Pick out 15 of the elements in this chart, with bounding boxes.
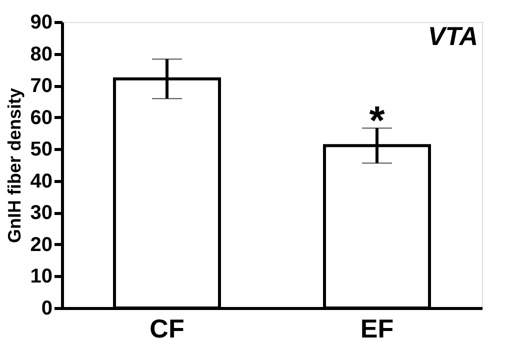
x-tick-label: CF: [150, 314, 184, 342]
annotation: *: [369, 99, 386, 144]
y-tick-label: 80: [30, 43, 52, 66]
y-tick-label: 20: [30, 234, 52, 256]
y-tick-label: 30: [30, 202, 52, 224]
y-axis-title: GnIH fiber density: [4, 88, 24, 244]
y-tick-label: 60: [30, 106, 52, 129]
x-tick-label: EF: [360, 314, 394, 342]
y-tick-label: 50: [30, 138, 52, 161]
chart-title: VTA: [428, 21, 478, 51]
y-tick-label: 10: [30, 266, 52, 288]
y-tick-label: 70: [30, 75, 52, 98]
y-tick-label: 0: [41, 298, 52, 320]
y-tick-label: 40: [30, 170, 52, 192]
y-tick-label: 90: [30, 12, 52, 34]
